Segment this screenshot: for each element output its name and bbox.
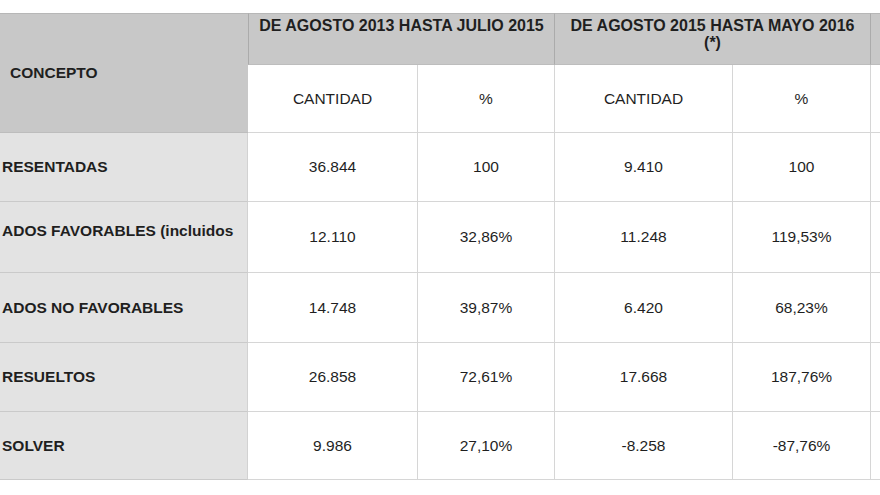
cell-value: 100: [733, 133, 871, 202]
subheader-sliver: [871, 65, 880, 133]
cell-value: 39,87%: [418, 273, 555, 343]
subheader-pct-1: %: [418, 65, 555, 133]
cell-sliver: [871, 412, 880, 480]
cell-sliver: [871, 133, 880, 202]
cell-value: -87,76%: [733, 412, 871, 480]
subheader-cantidad-2: CANTIDAD: [555, 65, 733, 133]
subheader-cantidad-1: CANTIDAD: [248, 65, 418, 133]
cell-value: -8.258: [555, 412, 733, 480]
cell-value: 68,23%: [733, 273, 871, 343]
cell-value: 9.986: [248, 412, 418, 480]
cell-value: 36.844: [248, 133, 418, 202]
row-label: SOLVER: [0, 412, 248, 480]
statistics-table: CONCEPTO DE AGOSTO 2013 HASTA JULIO 2015…: [0, 13, 880, 480]
cell-value: 187,76%: [733, 343, 871, 412]
cell-value: 26.858: [248, 343, 418, 412]
cell-value: 17.668: [555, 343, 733, 412]
cell-sliver: [871, 202, 880, 273]
cell-sliver: [871, 273, 880, 343]
cell-sliver: [871, 343, 880, 412]
header-group2-text: DE AGOSTO 2015 HASTA MAYO 2016(*): [571, 17, 855, 51]
cell-value: 32,86%: [418, 202, 555, 273]
cell-value: 72,61%: [418, 343, 555, 412]
row-label: RESUELTOS: [0, 343, 248, 412]
cell-value: 11.248: [555, 202, 733, 273]
cell-value: 12.110: [248, 202, 418, 273]
cell-value: 100: [418, 133, 555, 202]
subheader-pct-2: %: [733, 65, 871, 133]
header-concepto: CONCEPTO: [0, 13, 248, 133]
cell-value: 14.748: [248, 273, 418, 343]
header-next-column-sliver: [871, 13, 880, 65]
cell-value: 27,10%: [418, 412, 555, 480]
row-label: RESENTADAS: [0, 133, 248, 202]
cell-value: 9.410: [555, 133, 733, 202]
cell-value: 119,53%: [733, 202, 871, 273]
cell-value: 6.420: [555, 273, 733, 343]
row-label: ADOS NO FAVORABLES: [0, 273, 248, 343]
header-group1: DE AGOSTO 2013 HASTA JULIO 2015: [248, 13, 555, 65]
header-group2: DE AGOSTO 2015 HASTA MAYO 2016(*): [555, 13, 871, 65]
row-label: ADOS FAVORABLES (incluidos: [0, 202, 248, 273]
